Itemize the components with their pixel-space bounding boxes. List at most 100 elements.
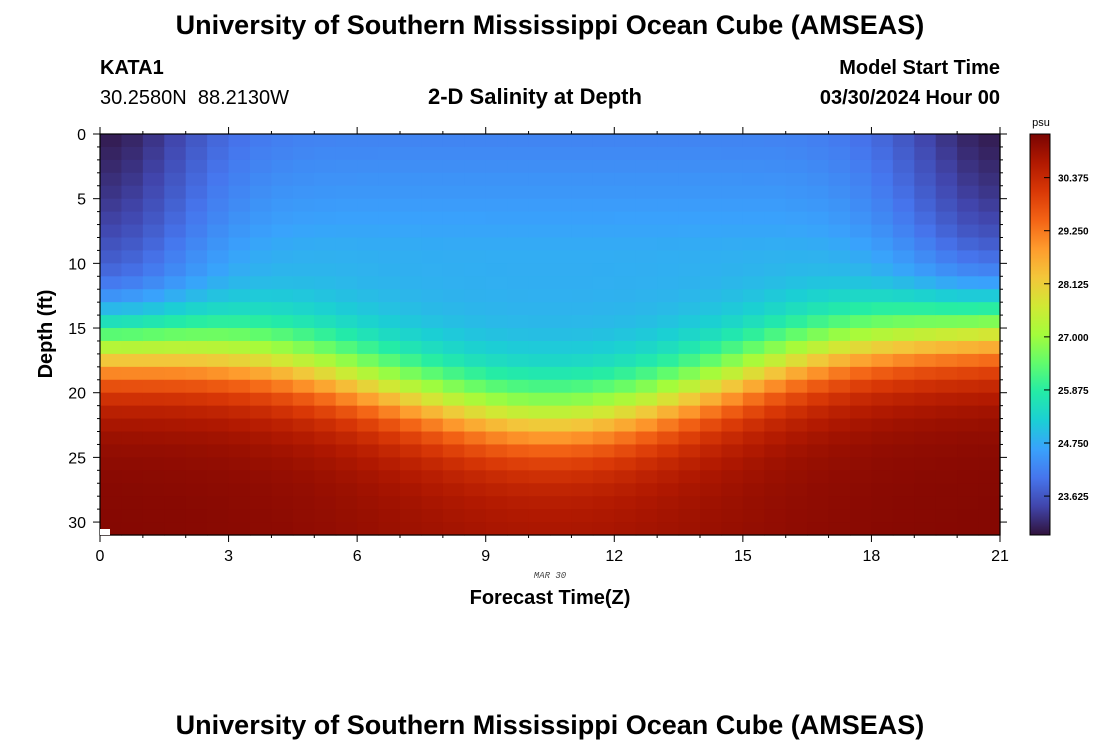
heatmap-cell xyxy=(400,185,423,200)
heatmap-cell xyxy=(207,470,230,484)
heatmap-cell xyxy=(271,470,294,484)
heatmap-cell xyxy=(807,353,830,368)
heatmap-cell xyxy=(742,302,765,316)
heatmap-cell xyxy=(442,418,465,433)
heatmap-cell xyxy=(764,172,787,187)
heatmap-cell xyxy=(850,185,873,200)
heatmap-cell xyxy=(357,483,380,497)
heatmap-cell xyxy=(892,289,915,303)
y-tick-label: 20 xyxy=(68,386,86,403)
heatmap-cell xyxy=(121,470,144,484)
heatmap-cell xyxy=(121,146,144,161)
heatmap-cell xyxy=(892,224,915,239)
heatmap-cell xyxy=(121,353,144,368)
heatmap-cell xyxy=(442,134,465,148)
heatmap-cell xyxy=(314,185,337,200)
heatmap-cell xyxy=(228,263,251,277)
heatmap-cell xyxy=(592,276,615,290)
heatmap-cell xyxy=(207,340,230,355)
heatmap-cell xyxy=(271,496,294,510)
heatmap-cell xyxy=(700,134,723,148)
heatmap-cell xyxy=(292,418,315,433)
heatmap-cell xyxy=(742,418,765,433)
heatmap-cell xyxy=(400,379,423,394)
heatmap-cell xyxy=(828,302,851,316)
heatmap-cell xyxy=(314,302,337,316)
heatmap-cell xyxy=(121,263,144,277)
heatmap-cell xyxy=(871,224,894,239)
heatmap-cell xyxy=(185,263,208,277)
heatmap-cell xyxy=(207,457,230,471)
heatmap-cell xyxy=(142,328,165,342)
heatmap-cell xyxy=(357,457,380,471)
heatmap-cell xyxy=(528,418,551,433)
heatmap-cell xyxy=(828,250,851,264)
heatmap-cell xyxy=(700,431,723,446)
heatmap-cell xyxy=(400,263,423,277)
heatmap-cell xyxy=(142,302,165,316)
heatmap-cell xyxy=(528,172,551,187)
heatmap-cell xyxy=(892,237,915,252)
heatmap-cell xyxy=(164,522,187,536)
y-axis-label: Depth (ft) xyxy=(35,290,57,379)
heatmap-cell xyxy=(935,224,958,239)
heatmap-cell xyxy=(271,457,294,471)
heatmap-cell xyxy=(335,509,358,523)
heatmap-cell xyxy=(400,431,423,446)
heatmap-cell xyxy=(507,405,530,420)
heatmap-cell xyxy=(185,483,208,497)
colorbar-tick-label: 30.375 xyxy=(1058,174,1089,185)
heatmap-cell xyxy=(164,211,187,226)
heatmap-cell xyxy=(914,302,937,316)
heatmap-cell xyxy=(185,418,208,433)
heatmap-cell xyxy=(250,172,273,187)
heatmap-cell xyxy=(314,522,337,536)
heatmap-cell xyxy=(850,263,873,277)
heatmap-cell xyxy=(635,340,658,355)
heatmap-cell xyxy=(442,276,465,290)
heatmap-cell xyxy=(935,198,958,213)
heatmap-cell xyxy=(421,134,444,148)
x-tick-label: 9 xyxy=(481,548,490,565)
heatmap-cell xyxy=(978,353,1001,368)
heatmap-cell xyxy=(357,224,380,239)
heatmap-cell xyxy=(271,237,294,252)
heatmap-cell xyxy=(442,302,465,316)
heatmap-cell xyxy=(507,470,530,484)
heatmap-cell xyxy=(142,483,165,497)
heatmap-cell xyxy=(100,263,123,277)
heatmap-cell xyxy=(828,431,851,446)
heatmap-cell xyxy=(892,185,915,200)
heatmap-cell xyxy=(935,250,958,264)
heatmap-cell xyxy=(807,431,830,446)
heatmap-cell xyxy=(207,276,230,290)
heatmap-cell xyxy=(292,302,315,316)
heatmap-cell xyxy=(464,379,487,394)
heatmap-cell xyxy=(400,353,423,368)
heatmap-cell xyxy=(592,457,615,471)
heatmap-cell xyxy=(571,224,594,239)
heatmap-cell xyxy=(228,470,251,484)
heatmap-cell xyxy=(314,172,337,187)
heatmap-cell xyxy=(850,392,873,407)
heatmap-cell xyxy=(378,328,401,342)
heatmap-cell xyxy=(935,392,958,407)
heatmap-cell xyxy=(164,134,187,148)
heatmap-cell xyxy=(550,159,573,174)
heatmap-cell xyxy=(335,185,358,200)
heatmap-cell xyxy=(292,211,315,226)
heatmap-cell xyxy=(764,522,787,536)
heatmap-cell xyxy=(807,289,830,303)
heatmap-cell xyxy=(185,146,208,161)
heatmap-cell xyxy=(228,509,251,523)
heatmap-cell xyxy=(700,444,723,458)
heatmap-cell xyxy=(571,431,594,446)
heatmap-cell xyxy=(250,470,273,484)
heatmap-cell xyxy=(400,134,423,148)
heatmap-cell xyxy=(978,496,1001,510)
heatmap-cell xyxy=(892,250,915,264)
heatmap-cell xyxy=(507,237,530,252)
heatmap-cell xyxy=(828,509,851,523)
heatmap-cell xyxy=(464,405,487,420)
heatmap-cell xyxy=(550,483,573,497)
